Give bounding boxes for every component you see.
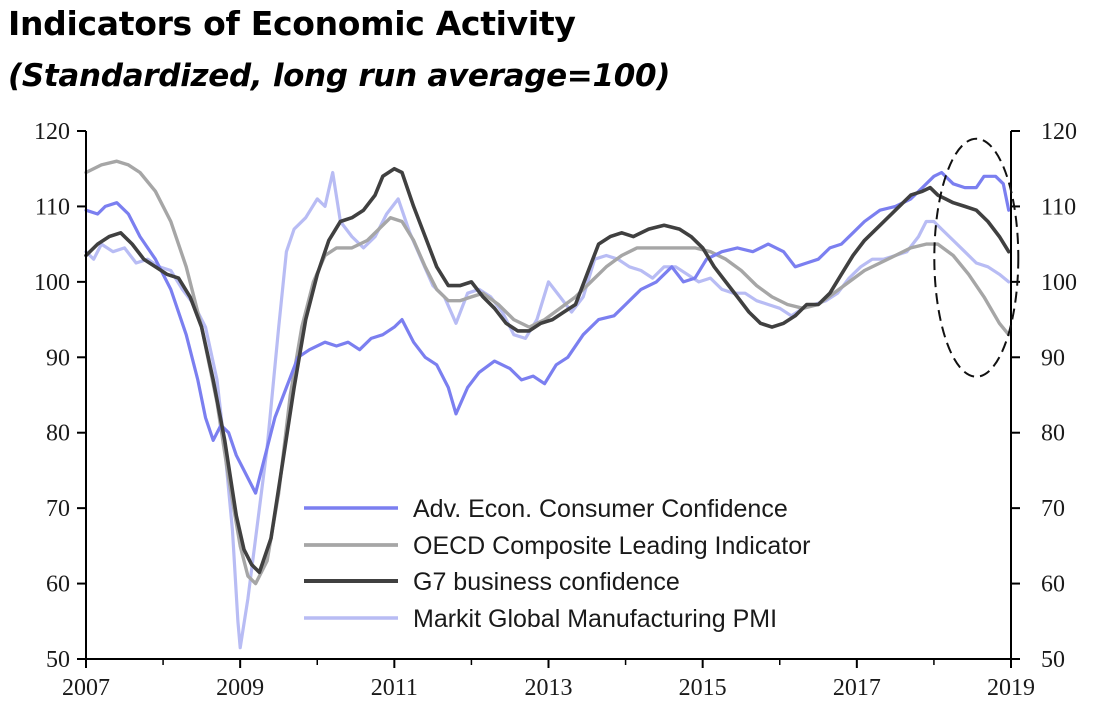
- legend-label-0: Adv. Econ. Consumer Confidence: [413, 495, 788, 523]
- legend-label-2: G7 business confidence: [413, 568, 680, 596]
- y-tick-label-left: 120: [34, 119, 70, 145]
- legend-label-1: OECD Composite Leading Indicator: [413, 532, 810, 560]
- series-line-0: [84, 170, 1011, 495]
- y-tick-label-right: 120: [1041, 119, 1077, 145]
- series-line-1: [84, 159, 1011, 586]
- y-tick-label-right: 80: [1041, 421, 1065, 447]
- y-tick-label-right: 100: [1041, 270, 1077, 296]
- legend-label-3: Markit Global Manufacturing PMI: [413, 605, 777, 633]
- y-tick-label-right: 70: [1041, 496, 1065, 522]
- chart-subtitle: (Standardized, long run average=100): [8, 58, 671, 94]
- x-tick-label: 2019: [987, 675, 1035, 701]
- x-tick-label: 2011: [371, 675, 418, 701]
- series-line-3: [84, 170, 1011, 650]
- dashed-highlight-ellipse: [933, 137, 1020, 378]
- x-tick-label: 2015: [679, 675, 727, 701]
- y-tick-label-left: 60: [46, 572, 70, 598]
- y-tick-label-right: 60: [1041, 572, 1065, 598]
- series-line-2: [84, 166, 1011, 575]
- x-tick-label: 2013: [525, 675, 573, 701]
- axes: 50 50 60 60 70 70 80 80 90 90 100 100 110 110 120 120 20…: [34, 119, 1077, 701]
- legend: Adv. Econ. Consumer Confidence OECD Compo…: [304, 495, 810, 633]
- x-tick-label: 2017: [833, 675, 881, 701]
- plot-area: [84, 159, 1011, 650]
- y-tick-label-left: 80: [46, 421, 70, 447]
- y-tick-label-right: 50: [1041, 647, 1065, 673]
- y-tick-label-right: 110: [1041, 194, 1076, 220]
- y-tick-label-left: 70: [46, 496, 70, 522]
- highlight-annotation: [933, 137, 1020, 378]
- chart-title: Indicators of Economic Activity: [8, 4, 576, 43]
- y-tick-label-left: 100: [34, 270, 70, 296]
- y-tick-label-left: 110: [35, 194, 70, 220]
- y-tick-label-right: 90: [1041, 345, 1065, 371]
- y-tick-label-left: 50: [46, 647, 70, 673]
- x-tick-label: 2009: [216, 675, 264, 701]
- x-tick-label: 2007: [62, 675, 110, 701]
- y-tick-label-left: 90: [46, 345, 70, 371]
